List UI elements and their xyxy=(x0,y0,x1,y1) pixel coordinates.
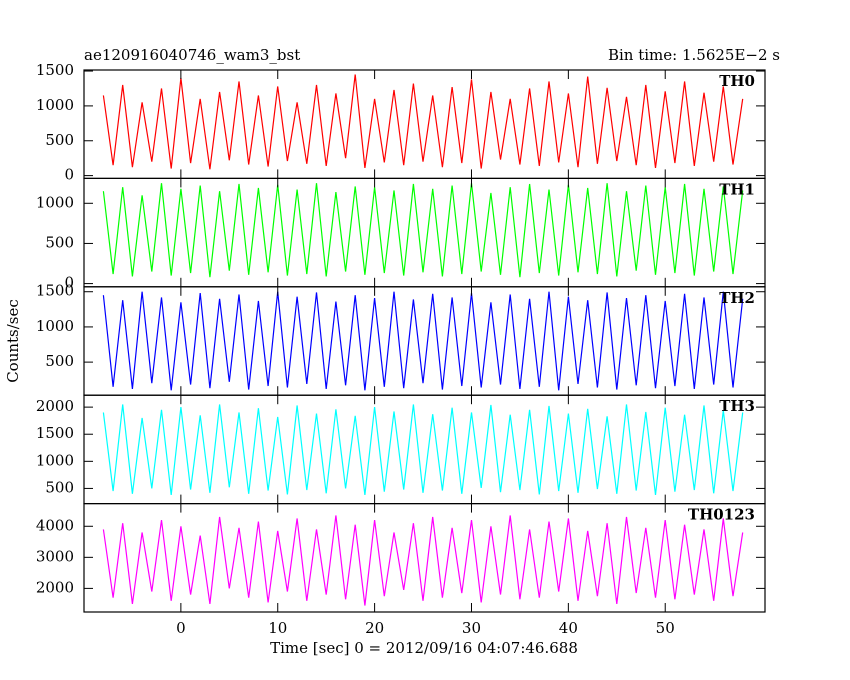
light-curve xyxy=(102,183,744,278)
panel-label: TH3 xyxy=(719,397,755,415)
x-tick-label: 20 xyxy=(365,619,384,637)
y-tick-label: 500 xyxy=(45,233,74,251)
panel-label: TH0 xyxy=(719,72,755,90)
y-tick-label: 2000 xyxy=(36,578,74,596)
x-tick-label: 0 xyxy=(176,619,186,637)
panel-frame xyxy=(83,503,766,613)
x-tick-label: 30 xyxy=(462,619,481,637)
y-tick-label: 1500 xyxy=(36,282,74,300)
x-tick-label: 40 xyxy=(559,619,578,637)
x-axis-label: Time [sec] 0 = 2012/09/16 04:07:46.688 xyxy=(270,639,578,657)
y-tick-label: 1500 xyxy=(36,61,74,79)
light-curve xyxy=(102,404,744,495)
y-tick-label: 500 xyxy=(45,478,74,496)
panel-frame xyxy=(83,286,766,396)
x-tick-label: 50 xyxy=(656,619,675,637)
y-tick-label: 0 xyxy=(64,274,74,292)
y-tick-label: 1000 xyxy=(36,451,74,469)
y-axis-label: Counts/sec xyxy=(4,299,22,383)
y-tick-label: 3000 xyxy=(36,547,74,565)
x-tick-label: 10 xyxy=(268,619,287,637)
panel-label: TH0123 xyxy=(688,506,755,524)
y-tick-label: 1000 xyxy=(36,96,74,114)
y-tick-label: 500 xyxy=(45,352,74,370)
chart-subtitle: Bin time: 1.5625E−2 s xyxy=(608,46,780,64)
panel-label: TH1 xyxy=(719,180,755,198)
y-tick-label: 0 xyxy=(64,166,74,184)
y-tick-label: 500 xyxy=(45,131,74,149)
light-curve xyxy=(102,74,744,170)
panel-label: TH2 xyxy=(719,289,755,307)
y-tick-label: 1500 xyxy=(36,424,74,442)
chart-title: ae120916040746_wam3_bst xyxy=(84,46,300,64)
y-tick-label: 1000 xyxy=(36,193,74,211)
y-tick-label: 4000 xyxy=(36,516,74,534)
y-tick-label: 1000 xyxy=(36,317,74,335)
y-tick-label: 2000 xyxy=(36,397,74,415)
light-curve xyxy=(102,291,744,391)
light-curve xyxy=(102,515,744,606)
